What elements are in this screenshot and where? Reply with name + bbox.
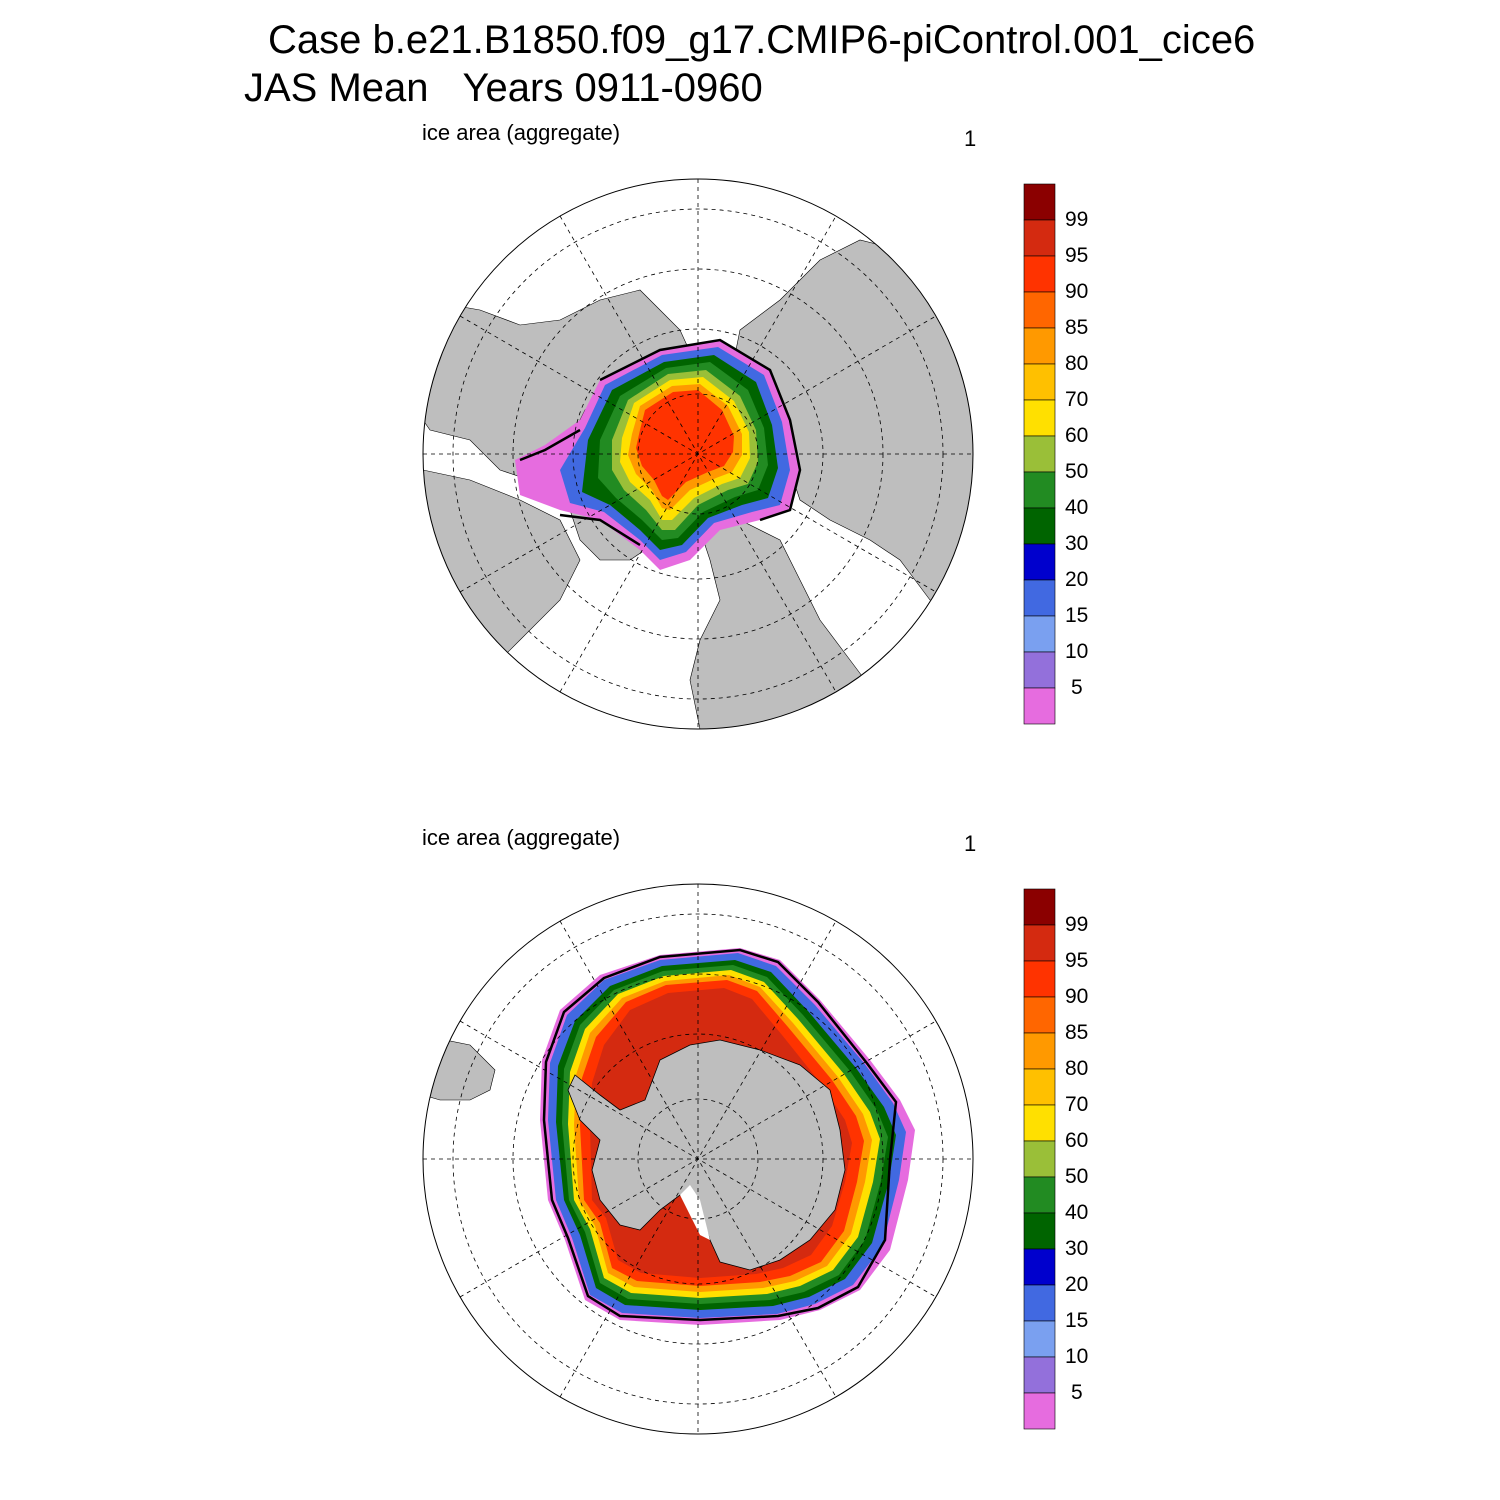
colorbar-swatch [1023, 960, 1056, 998]
colorbar-swatch [1023, 183, 1056, 221]
colorbar-swatch [1023, 1176, 1056, 1214]
years-label: Years 0911-0960 [462, 66, 763, 110]
colorbar-swatch [1023, 615, 1056, 653]
colorbar-tick-label: 80 [1065, 1057, 1089, 1080]
colorbar-tick-label: 10 [1065, 1345, 1089, 1368]
colorbar-tick-label: 90 [1065, 280, 1089, 303]
colorbar-swatch [1023, 996, 1056, 1034]
colorbar-swatch [1023, 1248, 1056, 1286]
colorbar-tick-label: 90 [1065, 985, 1089, 1008]
colorbar-swatch [1023, 399, 1056, 437]
colorbar-swatch [1023, 471, 1056, 509]
colorbar-swatch [1023, 327, 1056, 365]
colorbar-swatch [1023, 1320, 1056, 1358]
plot-title-line-2: JAS Mean Years 0911-0960 [244, 66, 763, 111]
colorbar-swatch [1023, 435, 1056, 473]
colorbar-tick-label: 60 [1065, 1129, 1089, 1152]
colorbar-swatch [1023, 579, 1056, 617]
colorbar-tick-label: 20 [1065, 1273, 1089, 1296]
plot-title-line-1: Case b.e21.B1850.f09_g17.CMIP6-piControl… [268, 18, 1256, 62]
colorbar-tick-label: 5 [1071, 676, 1083, 699]
panel-south-label: ice area (aggregate) [422, 825, 621, 850]
colorbar-tick-label: 70 [1065, 1093, 1089, 1116]
colorbar-swatch [1023, 1356, 1056, 1394]
colorbar-swatch [1023, 255, 1056, 293]
colorbar-swatch [1023, 219, 1056, 257]
colorbar-tick-label: 30 [1065, 532, 1089, 555]
panel-north-number: 1 [964, 126, 977, 151]
colorbar-tick-label: 50 [1065, 460, 1089, 483]
colorbar-tick-label: 95 [1065, 949, 1089, 972]
colorbar-tick-label: 50 [1065, 1165, 1089, 1188]
colorbar-swatch [1023, 1140, 1056, 1178]
colorbar-swatch [1023, 1104, 1056, 1142]
panel-south-number: 1 [964, 831, 977, 856]
colorbar-tick-label: 15 [1065, 1309, 1089, 1332]
colorbar-tick-label: 40 [1065, 496, 1089, 519]
colorbar-swatch [1023, 507, 1056, 545]
colorbar-swatch [1023, 1068, 1056, 1106]
colorbar-swatch [1023, 888, 1056, 926]
colorbar-swatch [1023, 543, 1056, 581]
colorbar-swatch [1023, 1392, 1056, 1430]
colorbar-swatch [1023, 687, 1056, 725]
colorbar-tick-label: 30 [1065, 1237, 1089, 1260]
colorbar-tick-label: 40 [1065, 1201, 1089, 1224]
colorbar-tick-label: 60 [1065, 424, 1089, 447]
colorbar-tick-label: 85 [1065, 316, 1089, 339]
colorbar-swatch [1023, 651, 1056, 689]
colorbar-tick-label: 85 [1065, 1021, 1089, 1044]
colorbar-tick-label: 15 [1065, 604, 1089, 627]
colorbar-swatch [1023, 1284, 1056, 1322]
colorbar-swatch [1023, 924, 1056, 962]
colorbar-swatch [1023, 1032, 1056, 1070]
colorbar-swatch [1023, 363, 1056, 401]
colorbar-tick-label: 95 [1065, 244, 1089, 267]
colorbar-tick-label: 99 [1065, 208, 1089, 231]
colorbar-tick-label: 10 [1065, 640, 1089, 663]
colorbar-tick-label: 99 [1065, 913, 1089, 936]
colorbar-swatch [1023, 291, 1056, 329]
colorbar-tick-label: 70 [1065, 388, 1089, 411]
colorbar-tick-label: 5 [1071, 1381, 1083, 1404]
colorbar-tick-label: 80 [1065, 352, 1089, 375]
colorbar-swatch [1023, 1212, 1056, 1250]
panel-north-label: ice area (aggregate) [422, 120, 621, 145]
season-label: JAS Mean [244, 66, 429, 110]
colorbar-tick-label: 20 [1065, 568, 1089, 591]
